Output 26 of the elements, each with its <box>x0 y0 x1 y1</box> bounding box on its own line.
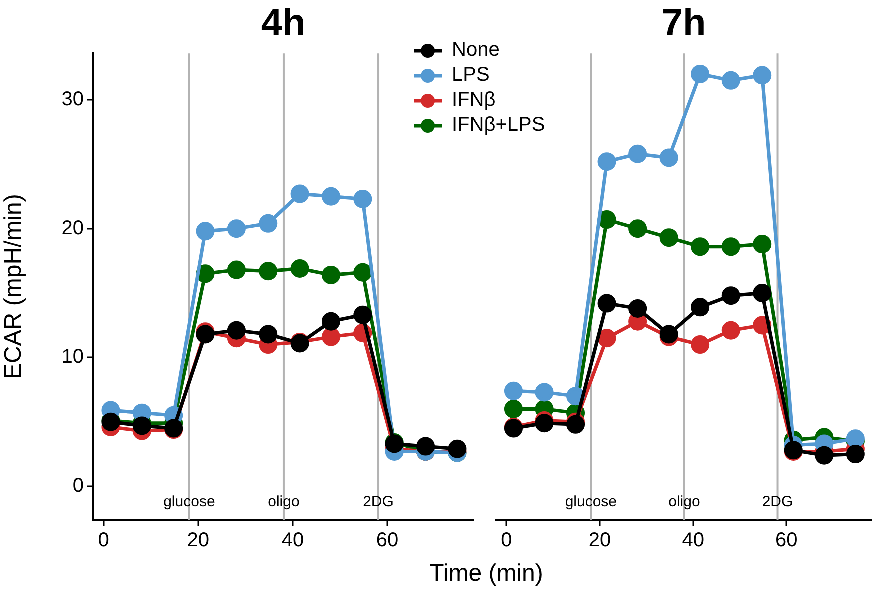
x-tick-label: 20 <box>187 530 210 552</box>
x-axis-title: Time (min) <box>428 560 544 588</box>
chart-title: 7h <box>662 2 706 44</box>
chart-title: 4h <box>261 2 306 44</box>
ref-line-label: 2DG <box>762 494 794 511</box>
x-tick-label: 0 <box>98 530 110 552</box>
ref-line-label: oligo <box>268 494 300 511</box>
legend-label: LPS <box>452 64 490 87</box>
legend-label: IFNβ <box>452 89 496 112</box>
y-tick-label: 20 <box>62 217 84 240</box>
legend-label: None <box>452 39 500 62</box>
x-tick-label: 40 <box>682 530 704 552</box>
y-tick-label: 0 <box>72 475 84 498</box>
ref-line-label: glucose <box>164 494 216 511</box>
x-tick-label: 0 <box>501 530 512 552</box>
ref-line-label: oligo <box>668 494 700 511</box>
y-tick-label: 30 <box>62 88 84 110</box>
x-tick-label: 60 <box>776 530 798 552</box>
ref-line-label: 2DG <box>363 494 394 511</box>
y-axis-title: ECAR (mpH/min) <box>0 194 28 380</box>
x-tick-label: 20 <box>588 530 612 552</box>
ref-line-label: glucose <box>565 494 618 511</box>
y-tick-label: 10 <box>62 346 84 368</box>
x-tick-label: 40 <box>282 530 304 552</box>
legend-label: IFNβ+LPS <box>452 114 546 137</box>
x-tick-label: 60 <box>376 530 399 552</box>
